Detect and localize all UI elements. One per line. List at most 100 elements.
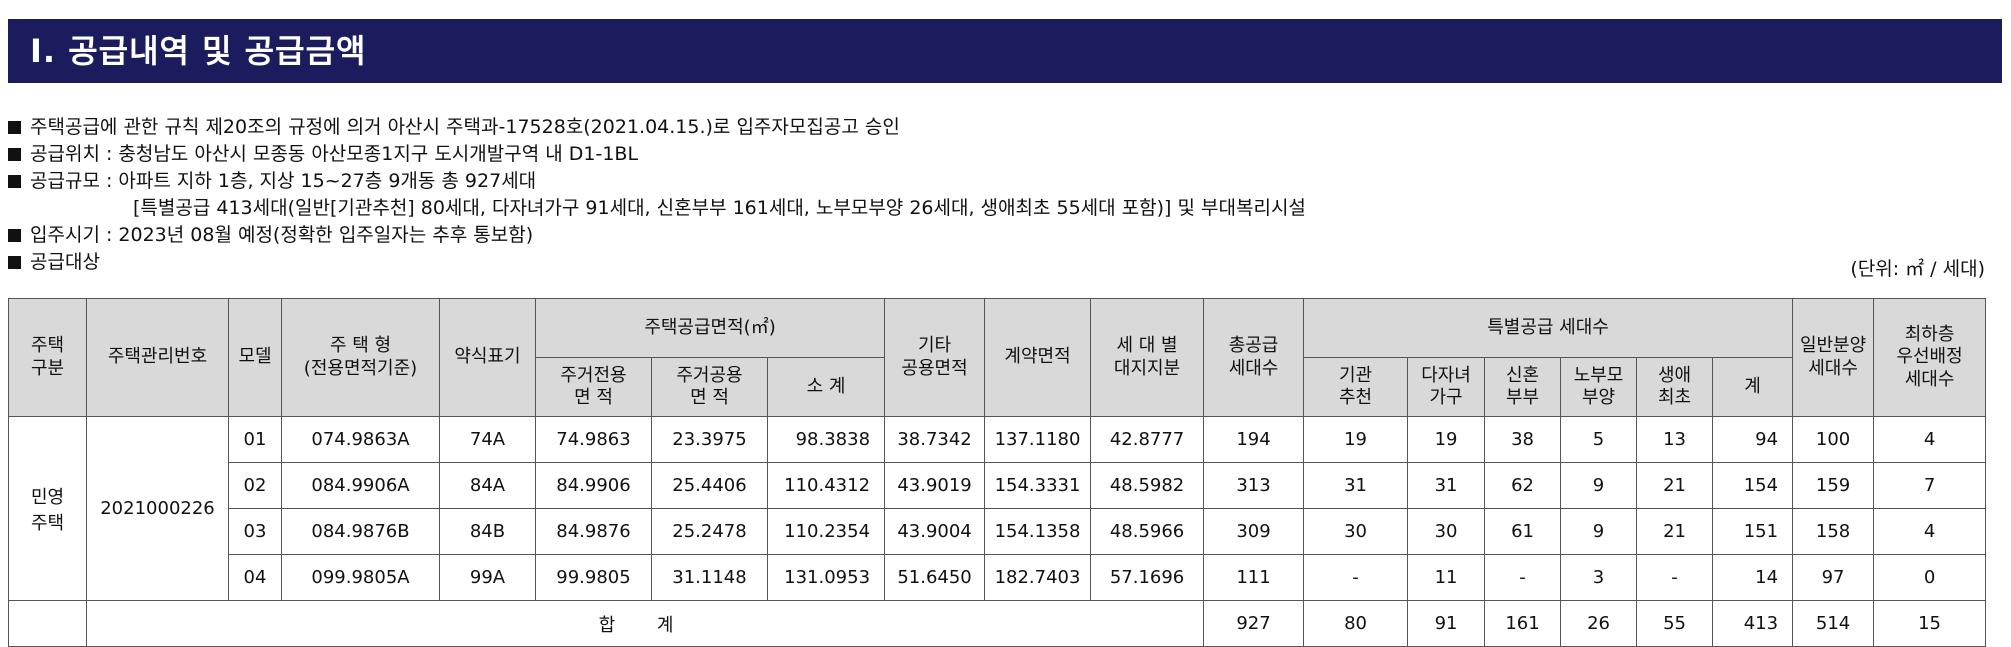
lowest-cell: 4 [1874,417,1986,463]
header-special-supply: 특별공급 세대수 [1304,299,1793,358]
lowest-cell: 7 [1874,463,1986,509]
agency-cell: - [1304,555,1408,601]
elderly-cell: 9 [1561,509,1637,555]
mgmt-no-cell: 2021000226 [87,417,229,601]
other-cell: 43.9004 [885,509,985,555]
general-cell: 97 [1793,555,1874,601]
bullet-location: 공급위치 : 충청남도 아산시 모종동 아산모종1지구 도시개발구역 내 D1-… [8,140,638,168]
header-total-supply: 총공급 세대수 [1204,299,1304,417]
header-contract-area: 계약면적 [985,299,1091,417]
bullet-approval: 주택공급에 관한 규칙 제20조의 규정에 의거 아산시 주택과-17528호(… [8,113,900,141]
type-cell: 099.9805A [282,555,440,601]
sp-total-cell: 14 [1713,555,1793,601]
subtotal-cell: 98.3838 [768,417,885,463]
contract-cell: 154.1358 [985,509,1091,555]
sp-total-cell: 154 [1713,463,1793,509]
other-cell: 38.7342 [885,417,985,463]
multichild-cell: 31 [1408,463,1485,509]
multichild-cell: 19 [1408,417,1485,463]
firsttime-cell: - [1637,555,1713,601]
common-cell: 25.4406 [652,463,768,509]
firsttime-cell: 21 [1637,463,1713,509]
bullet-text: 공급위치 : 충청남도 아산시 모종동 아산모종1지구 도시개발구역 내 D1-… [30,143,638,165]
type-cell: 074.9863A [282,417,440,463]
agency-cell: 80 [1304,601,1408,647]
newlywed-cell: 38 [1485,417,1561,463]
square-bullet-icon [8,229,21,242]
contract-cell: 182.7403 [985,555,1091,601]
general-cell: 158 [1793,509,1874,555]
elderly-cell: 9 [1561,463,1637,509]
newlywed-cell: 61 [1485,509,1561,555]
model-cell: 04 [229,555,282,601]
exclusive-cell: 99.9805 [536,555,652,601]
header-subtotal: 소 계 [768,358,885,417]
square-bullet-icon [8,175,21,188]
subtotal-cell: 131.0953 [768,555,885,601]
bullet-scale: 공급규모 : 아파트 지하 1층, 지상 15~27층 9개동 총 927세대 [8,167,536,195]
bullet-text: 공급규모 : 아파트 지하 1층, 지상 15~27층 9개동 총 927세대 [30,170,536,192]
total-cell: 313 [1204,463,1304,509]
general-cell: 159 [1793,463,1874,509]
model-cell: 02 [229,463,282,509]
housing-type-cell: 민영 주택 [9,417,87,601]
header-common-area: 주거공용 면 적 [652,358,768,417]
firsttime-cell: 55 [1637,601,1713,647]
general-cell: 100 [1793,417,1874,463]
firsttime-cell: 13 [1637,417,1713,463]
exclusive-cell: 74.9863 [536,417,652,463]
subtotal-cell: 110.2354 [768,509,885,555]
multichild-cell: 30 [1408,509,1485,555]
bullet-text: 주택공급에 관한 규칙 제20조의 규정에 의거 아산시 주택과-17528호(… [30,116,900,138]
land-cell: 48.5966 [1091,509,1204,555]
header-sp-newlywed: 신혼 부부 [1485,358,1561,417]
short-cell: 84B [440,509,536,555]
square-bullet-icon [8,121,21,134]
header-land-share: 세 대 별 대지지분 [1091,299,1204,417]
newlywed-cell: 161 [1485,601,1561,647]
contract-cell: 154.3331 [985,463,1091,509]
short-cell: 99A [440,555,536,601]
model-cell: 03 [229,509,282,555]
other-cell: 43.9019 [885,463,985,509]
sp-total-cell: 94 [1713,417,1793,463]
lowest-cell: 4 [1874,509,1986,555]
newlywed-cell: 62 [1485,463,1561,509]
square-bullet-icon [8,256,21,269]
bullet-text: 공급대상 [30,251,100,273]
header-other-common: 기타 공용면적 [885,299,985,417]
header-housing-type: 주택 구분 [9,299,87,417]
header-general-supply: 일반분양 세대수 [1793,299,1874,417]
elderly-cell: 3 [1561,555,1637,601]
header-supply-area: 주택공급면적(㎡) [536,299,885,358]
bullet-move-in: 입주시기 : 2023년 08월 예정(정확한 입주일자는 추후 통보함) [8,221,533,249]
common-cell: 25.2478 [652,509,768,555]
multichild-cell: 91 [1408,601,1485,647]
header-sp-total: 계 [1713,358,1793,417]
multichild-cell: 11 [1408,555,1485,601]
header-sp-multichild: 다자녀 가구 [1408,358,1485,417]
exclusive-cell: 84.9876 [536,509,652,555]
table-row: 04 099.9805A 99A 99.9805 31.1148 131.095… [9,555,2011,601]
other-cell: 51.6450 [885,555,985,601]
contract-cell: 137.1180 [985,417,1091,463]
total-cell: 309 [1204,509,1304,555]
agency-cell: 19 [1304,417,1408,463]
sp-total-cell: 413 [1713,601,1793,647]
bullet-scale-detail: [특별공급 413세대(일반[기관추천] 80세대, 다자녀가구 91세대, 신… [133,194,1306,222]
header-lowest-floor: 최하층 우선배정 세대수 [1874,299,1986,417]
header-mgmt-no: 주택관리번호 [87,299,229,417]
lowest-cell: 15 [1874,601,1986,647]
type-cell: 084.9906A [282,463,440,509]
header-sp-elderly: 노부모 부양 [1561,358,1637,417]
supply-table: 주택 구분 주택관리번호 모델 주 택 형 (전용면적기준) 약식표기 주택공급… [8,298,2011,647]
bullet-text: 입주시기 : 2023년 08월 예정(정확한 입주일자는 추후 통보함) [30,224,533,246]
section-title: Ⅰ. 공급내역 및 공급금액 [8,19,2002,83]
type-cell: 084.9876B [282,509,440,555]
header-house-type: 주 택 형 (전용면적기준) [282,299,440,417]
totals-row: 합 계 927 80 91 161 26 55 413 514 15 [9,601,2011,647]
agency-cell: 30 [1304,509,1408,555]
bullet-text: [특별공급 413세대(일반[기관추천] 80세대, 다자녀가구 91세대, 신… [133,197,1306,219]
total-cell: 111 [1204,555,1304,601]
unit-note: (단위: ㎡ / 세대) [1850,254,1985,281]
